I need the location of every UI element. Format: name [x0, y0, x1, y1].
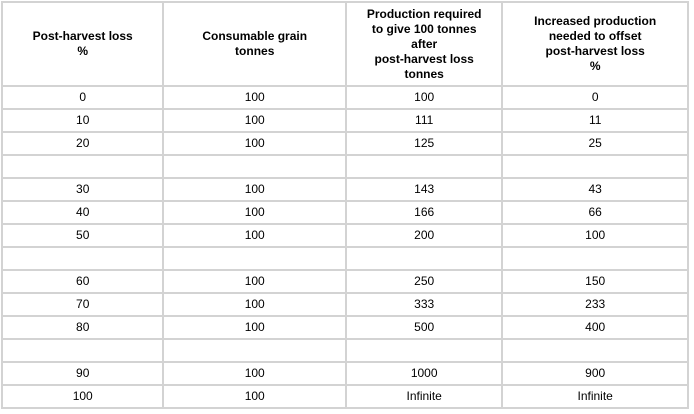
table-cell: 0 [501, 85, 689, 110]
table-row: 80 100 500 400 [0, 315, 689, 340]
table-row: 50 100 200 100 [0, 223, 689, 248]
table-cell: 100 [162, 384, 347, 409]
table-cell: 100 [162, 108, 347, 133]
table-row: 0 100 100 0 [0, 85, 689, 110]
table-cell: Infinite [501, 384, 689, 409]
table-cell: 166 [344, 200, 504, 225]
table-row: 30 100 143 43 [0, 177, 689, 202]
table-row: 20 100 125 25 [0, 131, 689, 156]
table-cell: 100 [162, 361, 347, 386]
table-cell [501, 338, 689, 363]
spacer-row [0, 154, 689, 179]
table-cell [162, 246, 347, 271]
table-cell: 900 [501, 361, 689, 386]
table-cell [501, 154, 689, 179]
table-cell: 100 [501, 223, 689, 248]
table-cell: 125 [344, 131, 504, 156]
table-body: 0 100 100 0 10 100 111 11 20 100 125 25 30 100 143 43 40… [0, 85, 689, 409]
table-cell: 100 [162, 292, 347, 317]
column-header-2: Consumable grain tonnes [162, 1, 347, 87]
table-cell: 100 [0, 384, 165, 409]
table-cell [344, 338, 504, 363]
column-header-4: Increased production needed to offset po… [501, 1, 689, 87]
table-row: 100 100 Infinite Infinite [0, 384, 689, 409]
table-cell: 100 [344, 85, 504, 110]
table-cell: 200 [344, 223, 504, 248]
table-cell: 100 [162, 269, 347, 294]
table-cell [344, 154, 504, 179]
table-cell: 40 [0, 200, 165, 225]
table-cell: 25 [501, 131, 689, 156]
table-cell: 100 [162, 131, 347, 156]
table-cell: 80 [0, 315, 165, 340]
table-row: 60 100 250 150 [0, 269, 689, 294]
table-cell: 100 [162, 177, 347, 202]
table-cell: 400 [501, 315, 689, 340]
table-cell [0, 154, 165, 179]
table-cell: 50 [0, 223, 165, 248]
table-row: 70 100 333 233 [0, 292, 689, 317]
table-cell: 111 [344, 108, 504, 133]
table-cell [162, 154, 347, 179]
table-cell: 90 [0, 361, 165, 386]
table-row: 40 100 166 66 [0, 200, 689, 225]
table-cell [0, 246, 165, 271]
table-cell: 143 [344, 177, 504, 202]
table-cell: 100 [162, 315, 347, 340]
table-cell: 43 [501, 177, 689, 202]
table-cell: 500 [344, 315, 504, 340]
table-cell: 100 [162, 85, 347, 110]
table-cell: 20 [0, 131, 165, 156]
table-cell: 0 [0, 85, 165, 110]
table-cell: 10 [0, 108, 165, 133]
table-header: Post-harvest loss % Consumable grain tonn… [0, 1, 689, 87]
header-row: Post-harvest loss % Consumable grain tonn… [0, 1, 689, 87]
table-cell: 70 [0, 292, 165, 317]
table-cell: 30 [0, 177, 165, 202]
table-cell: Infinite [344, 384, 504, 409]
table-cell: 250 [344, 269, 504, 294]
table-cell: 333 [344, 292, 504, 317]
table-cell: 100 [162, 200, 347, 225]
table-row: 90 100 1000 900 [0, 361, 689, 386]
table-cell: 233 [501, 292, 689, 317]
table-row: 10 100 111 11 [0, 108, 689, 133]
column-header-3: Production required to give 100 tonnes a… [344, 1, 504, 87]
spacer-row [0, 246, 689, 271]
spacer-row [0, 338, 689, 363]
table-cell: 66 [501, 200, 689, 225]
post-harvest-loss-table: Post-harvest loss % Consumable grain tonn… [0, 1, 689, 409]
table-cell [501, 246, 689, 271]
table-cell [162, 338, 347, 363]
table-cell: 11 [501, 108, 689, 133]
table-cell [344, 246, 504, 271]
column-header-1: Post-harvest loss % [0, 1, 165, 87]
table-cell: 100 [162, 223, 347, 248]
table-cell: 1000 [344, 361, 504, 386]
table-cell: 60 [0, 269, 165, 294]
table-cell [0, 338, 165, 363]
table-cell: 150 [501, 269, 689, 294]
